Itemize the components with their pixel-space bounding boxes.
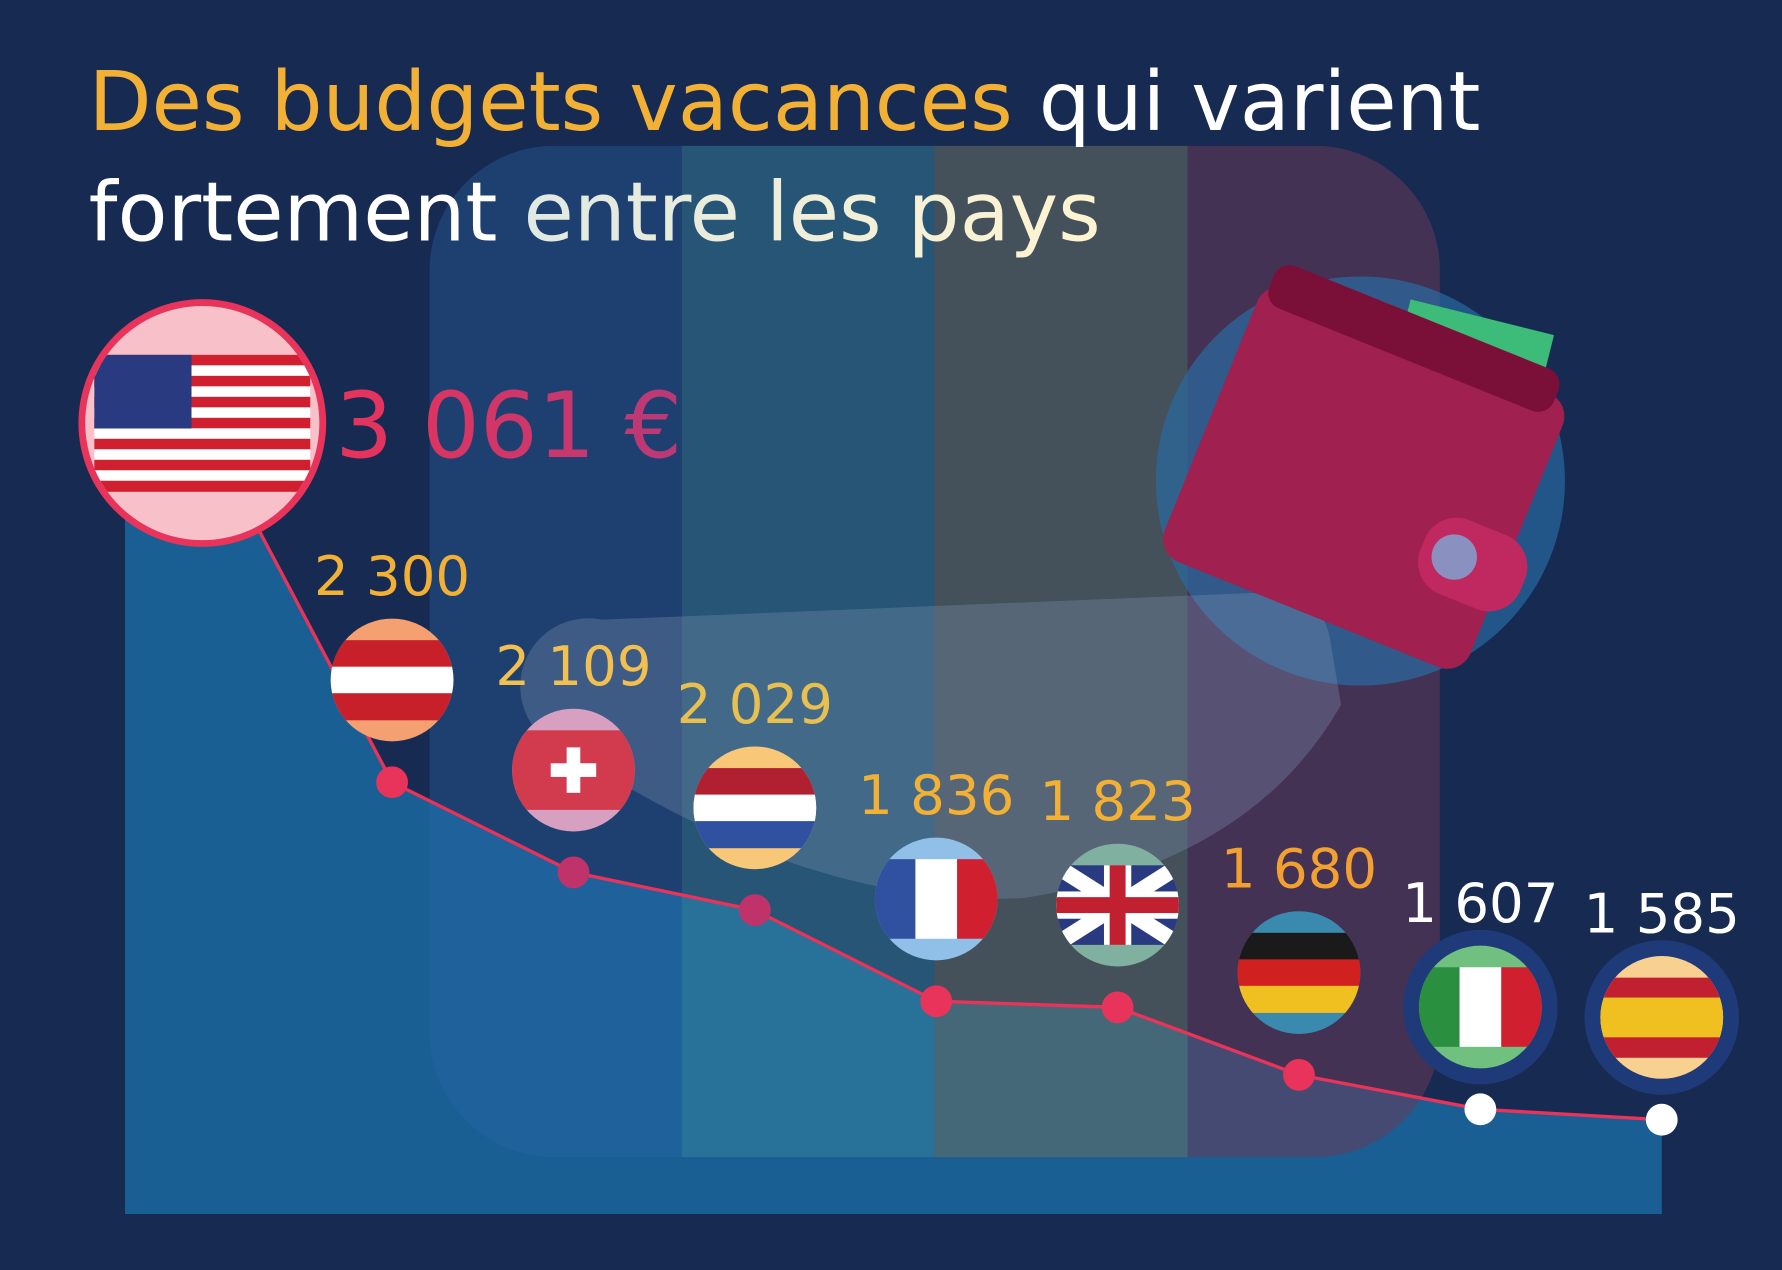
- stripe: [1600, 1037, 1724, 1058]
- stripe: [1237, 959, 1361, 987]
- flag: [693, 746, 817, 870]
- cross: [1109, 865, 1126, 945]
- point: [920, 985, 953, 1018]
- title-part: Des budgets vacances: [89, 56, 1013, 151]
- flag: [512, 708, 635, 832]
- stripe: [915, 859, 958, 939]
- stripe: [1237, 985, 1361, 1013]
- stripe: [94, 365, 311, 377]
- point: [1283, 1058, 1315, 1091]
- stripe: [330, 666, 454, 694]
- stripe: [693, 768, 817, 796]
- stripe: [1459, 967, 1502, 1047]
- value-label: 2 029: [677, 672, 833, 736]
- stripe: [94, 396, 311, 408]
- stripe: [1600, 997, 1724, 1038]
- flag-body: [693, 768, 817, 849]
- flag: [1584, 940, 1740, 1095]
- flag-body: [512, 730, 635, 810]
- stripe: [874, 859, 916, 939]
- value-label: 1 680: [1221, 837, 1377, 901]
- value-label: 2 109: [495, 634, 651, 698]
- point: [738, 894, 771, 927]
- flag-body: [330, 640, 454, 721]
- chart-title: fortement entre les pays: [89, 166, 1101, 261]
- point: [1645, 1103, 1678, 1136]
- flag: [1056, 843, 1179, 967]
- stripe: [94, 417, 311, 429]
- point: [1464, 1093, 1497, 1126]
- point: [1101, 991, 1134, 1024]
- stripe: [1237, 932, 1361, 960]
- stripe: [94, 375, 311, 387]
- stripe: [1419, 967, 1461, 1047]
- flag-body: [1056, 858, 1179, 952]
- flag-body: [1237, 932, 1361, 1013]
- stripe: [330, 640, 454, 668]
- canton: [94, 354, 192, 429]
- flag: [1237, 911, 1361, 1034]
- value-label: 1 836: [858, 763, 1014, 827]
- stripe: [330, 693, 454, 721]
- stripe: [957, 859, 998, 939]
- flag-body: [874, 859, 998, 939]
- point: [557, 856, 590, 889]
- point: [376, 766, 408, 799]
- flag-body: [1419, 967, 1542, 1047]
- stripe: [94, 354, 311, 366]
- value-label: 3 061 €: [335, 374, 682, 479]
- flag: [78, 299, 327, 547]
- stripe: [693, 821, 817, 849]
- flag-body: [1600, 977, 1724, 1058]
- stripe: [94, 386, 311, 398]
- stripe: [693, 794, 817, 822]
- stripe: [1501, 967, 1542, 1047]
- stripe: [1600, 977, 1724, 999]
- area: [125, 423, 1662, 1215]
- title-part: entre les pays: [524, 166, 1101, 261]
- cross: [550, 763, 597, 777]
- title-part: fortement: [89, 166, 498, 261]
- chart-title: Des budgets vacances qui varient: [89, 56, 1481, 151]
- flag: [1403, 929, 1558, 1085]
- value-label: 1 823: [1040, 769, 1196, 833]
- value-label: 2 300: [314, 544, 470, 608]
- stripe: [94, 438, 311, 450]
- flag-body: [94, 354, 311, 492]
- stripe: [94, 459, 311, 471]
- stripe: [94, 407, 311, 419]
- stripe: [94, 449, 311, 461]
- flag: [874, 837, 998, 961]
- value-label: 1 607: [1402, 871, 1558, 935]
- stripe: [94, 470, 311, 482]
- title-part: qui varient: [1039, 56, 1481, 151]
- stripe: [94, 428, 311, 440]
- stripe: [94, 480, 311, 492]
- flag: [330, 618, 454, 742]
- value-label: 1 585: [1584, 882, 1740, 946]
